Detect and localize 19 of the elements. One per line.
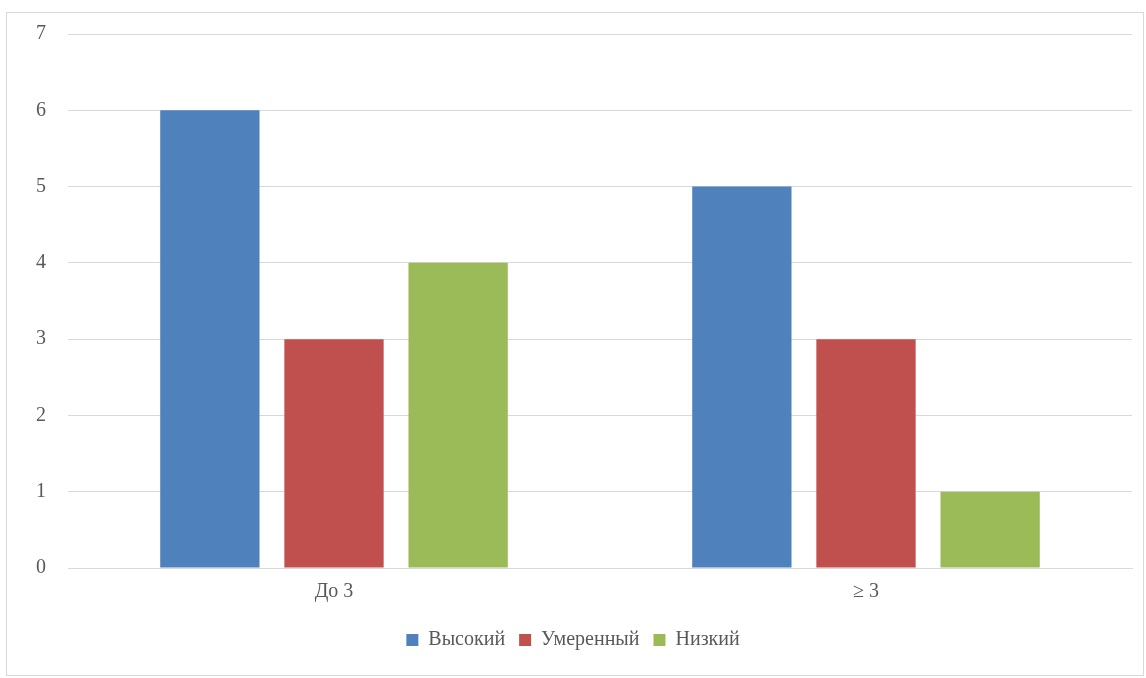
- legend-label: Высокий: [428, 627, 506, 650]
- legend-label: Умеренный: [541, 627, 640, 651]
- y-tick-label: 7: [36, 21, 46, 44]
- x-tick-label: ≥ 3: [853, 579, 879, 602]
- y-tick-label: 3: [36, 326, 46, 349]
- bar: [408, 262, 508, 568]
- x-tick-label: До 3: [314, 579, 354, 603]
- y-tick-label: 5: [36, 173, 46, 196]
- y-tick-label: 1: [36, 478, 46, 501]
- bar: [940, 491, 1040, 568]
- bar: [160, 110, 260, 568]
- y-tick-label: 6: [36, 97, 46, 120]
- bar: [816, 339, 916, 568]
- y-tick-label: 4: [36, 250, 46, 273]
- y-tick-label: 2: [36, 402, 46, 425]
- bar: [284, 339, 384, 568]
- y-tick-label: 0: [36, 555, 46, 578]
- bar: [692, 186, 792, 568]
- legend-label: Низкий: [675, 627, 740, 650]
